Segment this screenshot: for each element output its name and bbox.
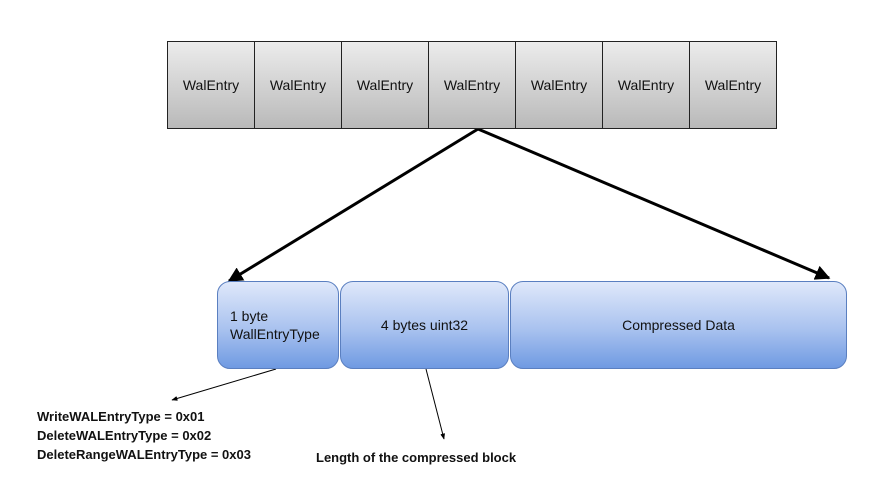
type-annotation-arrow [171, 368, 277, 401]
length-field-label: 4 bytes uint32 [380, 317, 469, 333]
length-annotation-arrow [425, 368, 445, 440]
wal-entry-cell: WalEntry [254, 41, 342, 129]
compressed-data-label: Compressed Data [622, 317, 735, 333]
entry-type-size: 1 byte [230, 308, 269, 324]
entry-type-field: 1 byte WallEntryType [217, 281, 339, 369]
delete-type-value: DeleteWALEntryType = 0x02 [37, 428, 212, 443]
length-field: 4 bytes uint32 [340, 281, 509, 369]
wal-entry-cell: WalEntry [689, 41, 777, 129]
expand-arrow-left [227, 127, 479, 283]
wal-entry-cell: WalEntry [167, 41, 255, 129]
wal-entry-cell: WalEntry [515, 41, 603, 129]
entry-type-values: WriteWALEntryType = 0x01 DeleteWALEntryT… [37, 407, 251, 464]
wal-entry-cell: WalEntry [602, 41, 690, 129]
entry-type-name: WallEntryType [230, 326, 320, 342]
compressed-data-field: Compressed Data [510, 281, 847, 369]
wal-entry-cell-expanded: WalEntry [428, 41, 516, 129]
expand-arrow-right [477, 127, 831, 280]
wal-entry-row: WalEntry WalEntry WalEntry WalEntry WalE… [167, 41, 777, 129]
delete-range-type-value: DeleteRangeWALEntryType = 0x03 [37, 447, 251, 462]
length-note: Length of the compressed block [316, 450, 517, 465]
write-type-value: WriteWALEntryType = 0x01 [37, 409, 205, 424]
wal-entry-cell: WalEntry [341, 41, 429, 129]
